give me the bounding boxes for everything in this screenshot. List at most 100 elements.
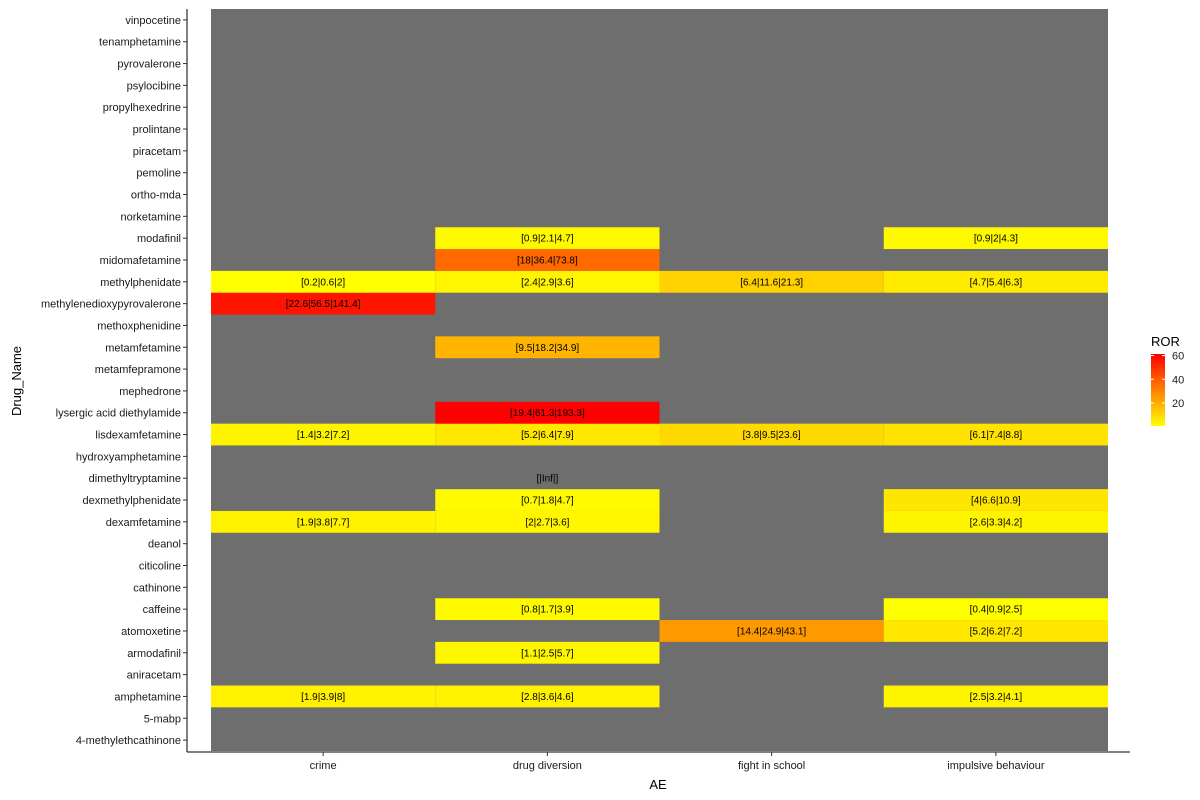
- y-tick-labels: 4-methylethcathinone 5-mabp amphetamine ani…: [41, 15, 187, 747]
- y-tick-label: methoxphenidine: [97, 320, 181, 332]
- cell-label: [2.8|3.6|4.6]: [521, 692, 574, 703]
- y-tick-label: amphetamine: [114, 691, 181, 703]
- cell-label: [0.7|1.8|4.7]: [521, 496, 574, 507]
- heatmap-cell: [883, 227, 1108, 250]
- y-tick-label: armodafinil: [127, 648, 181, 660]
- y-tick-label: atomoxetine: [121, 626, 181, 638]
- x-tick-label: impulsive behaviour: [947, 760, 1045, 772]
- cell-label: [0.9|2.1|4.7]: [521, 234, 574, 245]
- y-tick-label: methylphenidate: [100, 277, 181, 289]
- cell-label: [1.9|3.8|7.7]: [297, 517, 350, 528]
- y-axis-title: Drug_Name: [9, 346, 24, 416]
- legend: ROR 20 40 60: [1151, 334, 1184, 426]
- heatmap-cell: [659, 620, 884, 642]
- cell-label: [0.2|0.6|2]: [301, 277, 345, 288]
- cell-label: [0.8|1.7|3.9]: [521, 605, 574, 616]
- y-tick-label: 5-mabp: [144, 713, 181, 725]
- legend-title: ROR: [1151, 334, 1180, 349]
- y-tick-label: norketamine: [120, 211, 181, 223]
- cell-labels: [1.9|3.9|8] [2.8|3.6|4.6] [2.5|3.2|4.1] [1.…: [286, 234, 1023, 703]
- cell-label: [5.2|6.4|7.9]: [521, 430, 574, 441]
- cell-label: [1.4|3.2|7.2]: [297, 430, 350, 441]
- heatmap-cell: [435, 401, 660, 424]
- cell-label: [0.9|2|4.3]: [974, 234, 1018, 245]
- x-tick-label: fight in school: [738, 760, 805, 772]
- cell-label: [4.7|5.4|6.3]: [970, 277, 1023, 288]
- y-tick-label: prolintane: [133, 124, 181, 136]
- x-axis-title: AE: [649, 777, 667, 792]
- y-tick-label: piracetam: [133, 146, 181, 158]
- cell-label: [1.9|3.9|8]: [301, 692, 345, 703]
- x-tick-label: drug diversion: [513, 760, 582, 772]
- cell-label: [2|2.7|3.6]: [525, 517, 569, 528]
- heatmap-cell: [883, 598, 1108, 621]
- cell-label: [6.1|7.4|8.8]: [970, 430, 1023, 441]
- x-tick-labels: crime drug diversion fight in school impuls…: [310, 752, 1045, 772]
- y-tick-label: 4-methylethcathinone: [76, 735, 181, 747]
- heatmap-cell: [435, 270, 660, 293]
- y-tick-label: hydroxyamphetamine: [76, 451, 181, 463]
- y-tick-label: tenamphetamine: [99, 37, 181, 49]
- y-tick-label: dimethyltryptamine: [89, 473, 181, 485]
- heatmap-cell: [211, 685, 436, 708]
- y-tick-label: deanol: [148, 539, 181, 551]
- cell-label: [0.4|0.9|2.5]: [970, 605, 1023, 616]
- axes: [186, 9, 1130, 753]
- y-tick-label: lisdexamfetamine: [95, 430, 181, 442]
- y-tick-label: modafinil: [137, 233, 181, 245]
- cell-label: [6.4|11.6|21.3]: [740, 277, 803, 288]
- y-tick-label: propylhexedrine: [103, 102, 181, 114]
- heatmap-cells: [211, 227, 1108, 708]
- cell-label: [2.4|2.9|3.6]: [521, 277, 574, 288]
- cell-label: [19.4|61.3|193.3]: [510, 408, 585, 419]
- heatmap-cell: [883, 510, 1108, 533]
- heatmap-cell: [211, 270, 436, 293]
- legend-tick-label: 20: [1172, 398, 1184, 410]
- heatmap-cell: [211, 423, 436, 446]
- y-tick-label: methylenedioxypyrovalerone: [41, 299, 181, 311]
- y-tick-label: metamfetamine: [105, 342, 181, 354]
- heatmap-cell: [435, 227, 660, 250]
- y-tick-label: vinpocetine: [125, 15, 181, 27]
- cell-label: [3.8|9.5|23.6]: [743, 430, 801, 441]
- heatmap-cell: [883, 423, 1108, 446]
- y-tick-label: psylocibine: [127, 80, 181, 92]
- cell-label: [2.5|3.2|4.1]: [970, 692, 1023, 703]
- y-tick-label: cathinone: [133, 582, 181, 594]
- cell-label: [1.1|2.5|5.7]: [521, 648, 574, 659]
- cell-label: [2.6|3.3|4.2]: [970, 517, 1023, 528]
- y-tick-label: lysergic acid diethylamide: [56, 408, 181, 420]
- heatmap-cell: [211, 292, 436, 315]
- heatmap-cell: [883, 620, 1108, 642]
- heatmap-cell: [435, 423, 660, 446]
- heatmap-cell: [435, 467, 660, 490]
- heatmap-cell: [435, 641, 660, 664]
- y-tick-label: metamfepramone: [95, 364, 181, 376]
- heatmap-cell: [435, 249, 660, 271]
- cell-label: [5.2|6.2|7.2]: [970, 626, 1023, 637]
- cell-label: [14.4|24.9|43.1]: [737, 626, 806, 637]
- legend-tick-label: 40: [1172, 374, 1184, 386]
- heatmap-cell: [659, 270, 884, 293]
- heatmap-cell: [883, 685, 1108, 708]
- heatmap-cell: [211, 510, 436, 533]
- legend-tick-label: 60: [1172, 351, 1184, 363]
- heatmap-cell: [883, 270, 1108, 293]
- heatmap-cell: [435, 510, 660, 533]
- heatmap-cell: [435, 336, 660, 359]
- heatmap-cell: [435, 685, 660, 708]
- cell-label: [|Inf|]: [536, 474, 558, 485]
- x-tick-label: crime: [310, 760, 337, 772]
- cell-label: [9.5|18.2|34.9]: [516, 343, 580, 354]
- cell-label: [22.6|56.5|141.4]: [286, 299, 361, 310]
- y-tick-label: ortho-mda: [131, 190, 182, 202]
- heatmap-cell: [435, 489, 660, 511]
- y-tick-label: citicoline: [139, 561, 181, 573]
- y-tick-label: pemoline: [136, 168, 181, 180]
- y-tick-label: pyrovalerone: [117, 59, 181, 71]
- heatmap-cell: [659, 423, 884, 446]
- y-tick-label: caffeine: [143, 604, 181, 616]
- heatmap-cell: [883, 489, 1108, 511]
- y-tick-label: mephedrone: [119, 386, 181, 398]
- legend-colorbar: [1151, 354, 1165, 426]
